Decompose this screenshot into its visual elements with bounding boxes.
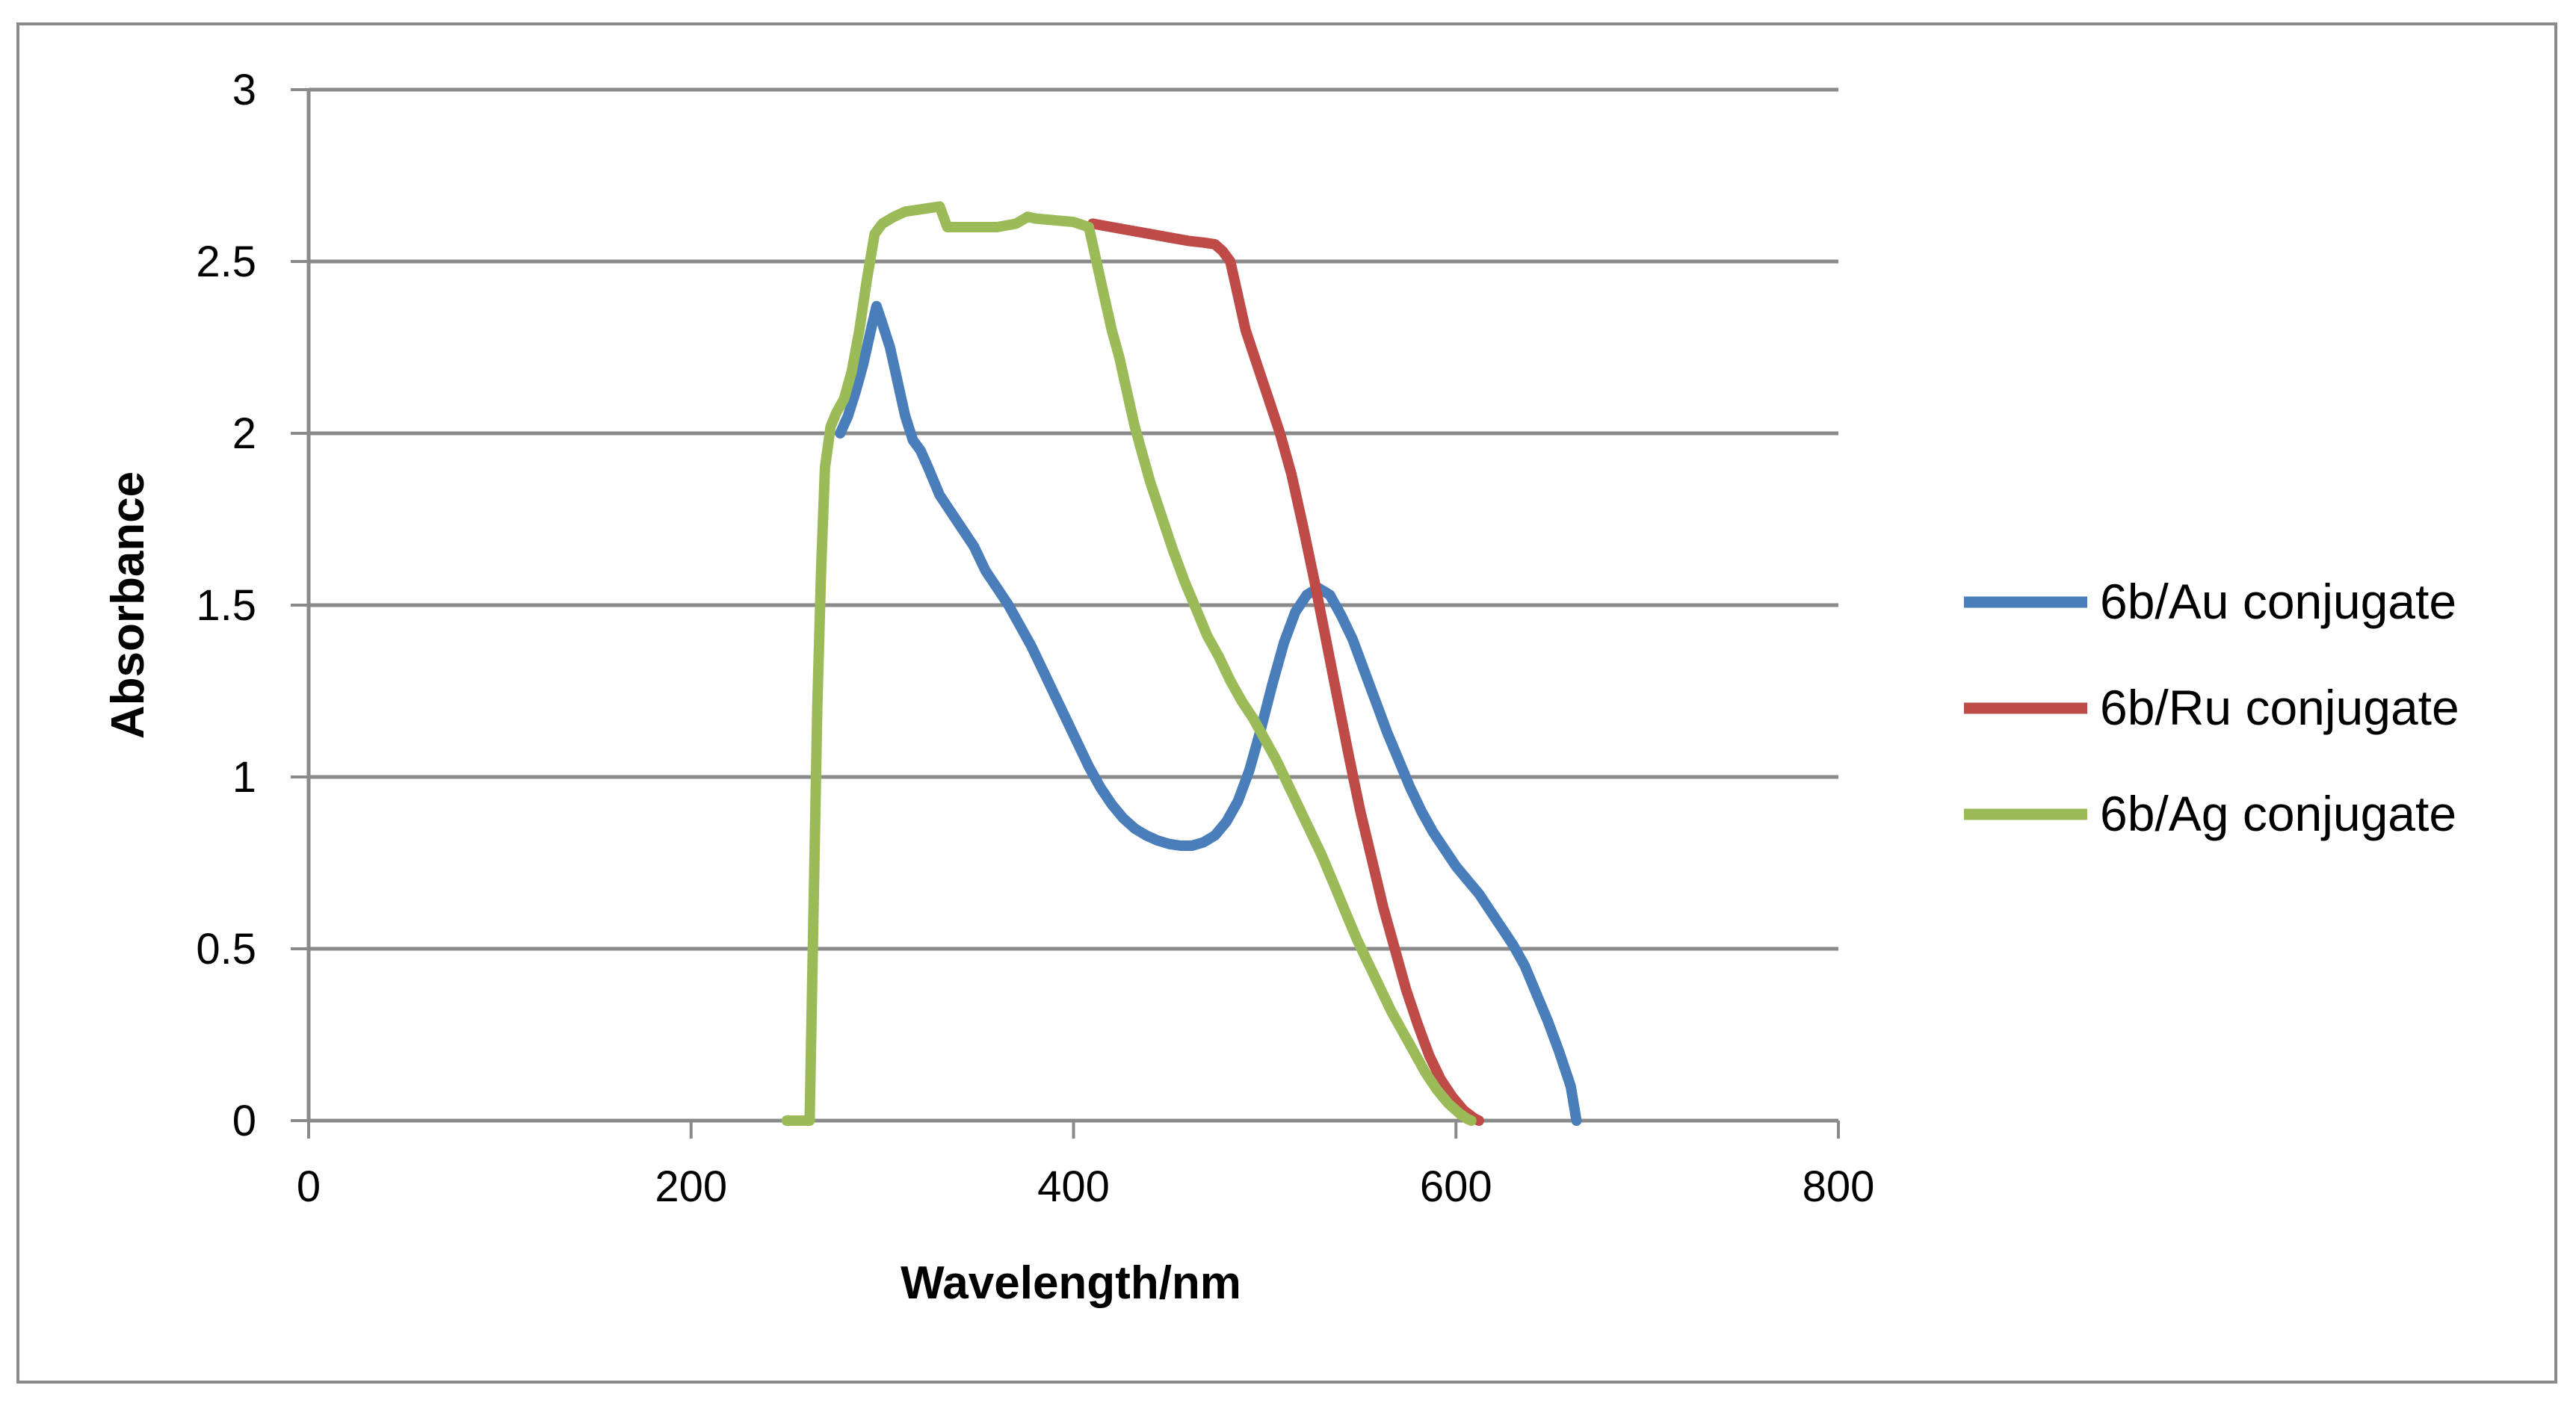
y-tick-label: 1.5 xyxy=(196,581,256,630)
y-tick-label: 0.5 xyxy=(196,925,256,973)
x-tick-label: 0 xyxy=(297,1162,321,1211)
x-tick-label: 200 xyxy=(655,1162,727,1211)
x-tick-label: 800 xyxy=(1803,1162,1875,1211)
y-tick-label: 1 xyxy=(232,753,256,802)
series-line-au xyxy=(835,300,1582,1126)
x-tick-label: 600 xyxy=(1420,1162,1492,1211)
series-line-ag xyxy=(781,201,1477,1126)
y-tick-label: 2.5 xyxy=(196,238,256,286)
series-line-ru xyxy=(1087,218,1484,1126)
chart-frame xyxy=(16,22,2557,1384)
y-tick-label: 2 xyxy=(232,409,256,458)
legend-label-ag: 6b/Ag conjugate xyxy=(2100,786,2456,841)
y-axis-title: Absorbance xyxy=(102,471,154,739)
legend-label-au: 6b/Au conjugate xyxy=(2100,574,2456,629)
x-axis-title: Wavelength/nm xyxy=(901,1257,1241,1309)
legend-label-ru: 6b/Ru conjugate xyxy=(2100,680,2459,735)
legend: 6b/Au conjugate 6b/Ru conjugate 6b/Ag co… xyxy=(1964,574,2459,841)
series-lines xyxy=(781,201,1582,1126)
x-tick-label: 400 xyxy=(1037,1162,1110,1211)
gridlines xyxy=(309,87,1838,951)
axes: 0 0.5 1 1.5 2 2.5 3 0 200 400 600 800 xyxy=(196,66,1874,1211)
y-tick-label: 3 xyxy=(232,66,256,114)
y-tick-label: 0 xyxy=(232,1097,256,1145)
